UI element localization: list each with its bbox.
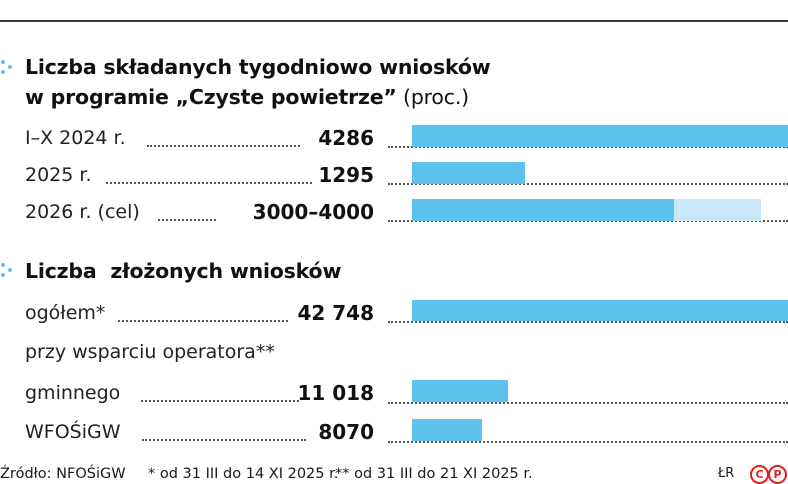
bar-2024 (412, 125, 788, 147)
title-unit: (proc.) (396, 85, 469, 109)
bar-2026-range (674, 199, 761, 221)
row-value-2024: 4286 (318, 126, 374, 150)
leader-dots (106, 182, 312, 184)
chart-title-1: Liczba składanych tygodniowo wniosków w … (25, 52, 491, 112)
row-label-2024: I–X 2024 r. (25, 127, 126, 149)
baseline-dots (388, 441, 788, 443)
row-label-total: ogółem* (25, 302, 106, 324)
chart-title-2: Liczba złożonych wniosków (25, 259, 342, 283)
row-value-2026: 3000–4000 (252, 200, 374, 224)
bar-2026-min (412, 199, 674, 221)
footnote-1: * od 31 III do 14 XI 2025 r. (148, 466, 339, 482)
copyright-c-icon: C (750, 465, 769, 484)
row-value-total: 42 748 (297, 301, 374, 325)
leader-dots (158, 219, 216, 221)
row-value-wfosigw: 8070 (318, 420, 374, 444)
bar-gminnego (412, 380, 508, 402)
baseline-dots (388, 402, 788, 404)
copyright-p-icon: P (768, 465, 787, 484)
baseline-dots (388, 220, 788, 222)
row-value-gminnego: 11 018 (297, 381, 374, 405)
footnote-2: ** od 31 III do 21 XI 2025 r. (335, 466, 533, 482)
section-bullet-icon (0, 262, 14, 278)
subheading-operator: przy wsparciu operatora** (25, 341, 275, 363)
baseline-dots (388, 321, 788, 323)
leader-dots (147, 145, 300, 147)
leader-dots (142, 439, 306, 441)
top-rule (0, 20, 788, 22)
title-program: w programie „Czyste powietrze” (25, 85, 397, 109)
baseline-dots (388, 183, 788, 185)
row-label-2025: 2025 r. (25, 164, 92, 186)
bar-total (412, 300, 788, 321)
row-label-2026: 2026 r. (cel) (25, 201, 140, 223)
section-bullet-icon (0, 59, 14, 75)
row-label-gminnego: gminnego (25, 382, 121, 404)
row-value-2025: 1295 (318, 163, 374, 187)
leader-dots (141, 400, 299, 402)
author-initials: ŁR (718, 466, 735, 481)
baseline-dots (388, 146, 788, 148)
title-line-2: w programie „Czyste powietrze” (proc.) (25, 82, 490, 112)
row-label-wfosigw: WFOŚiGW (25, 421, 121, 443)
bar-wfosigw (412, 419, 482, 441)
source-note: Źródło: NFOŚiGW (0, 466, 126, 482)
title-line-1: Liczba składanych tygodniowo wniosków (25, 55, 491, 79)
leader-dots (118, 320, 288, 322)
bar-2025 (412, 162, 525, 184)
